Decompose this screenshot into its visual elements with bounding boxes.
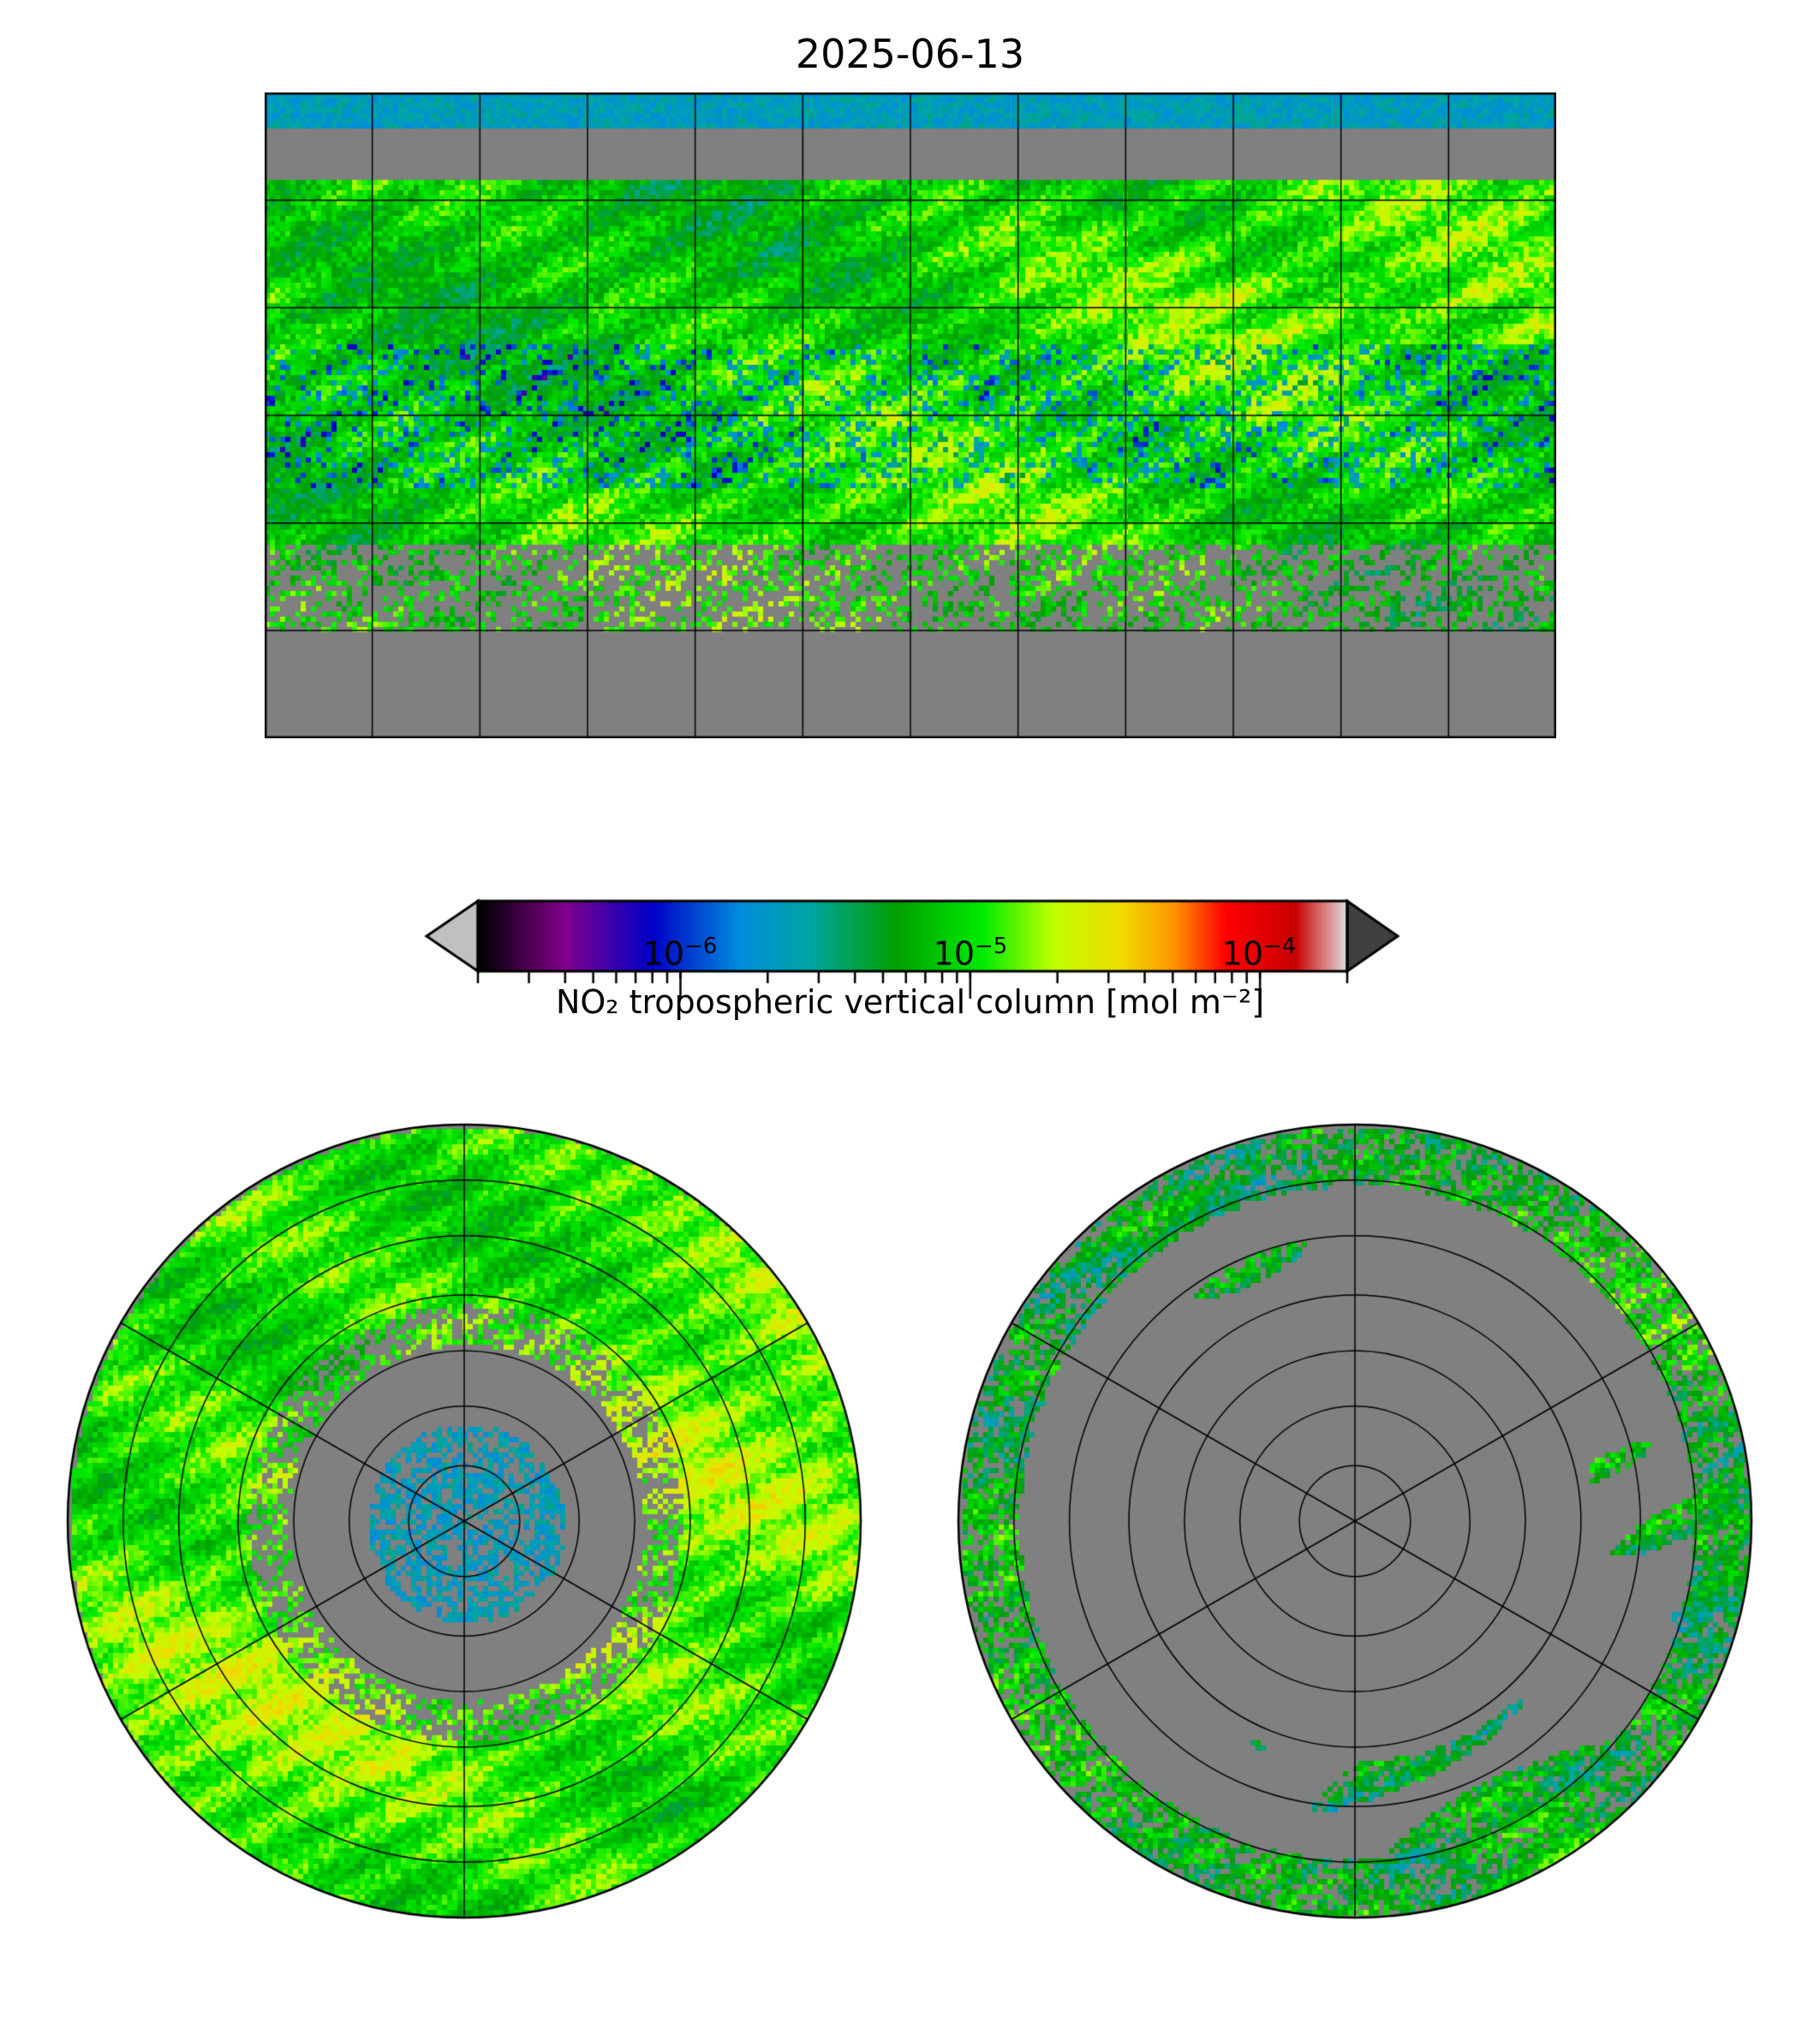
colorbar-tick-label: 10−4 [1221, 934, 1297, 973]
colorbar-ticks [424, 971, 1400, 1006]
figure-title: 2025-06-13 [795, 31, 1025, 77]
colorbar-tick-label: 10−5 [933, 934, 1008, 973]
colorbar [424, 893, 1400, 979]
global-map [265, 92, 1556, 738]
south-polar-map [952, 1119, 1757, 1924]
north-polar-map [62, 1119, 867, 1924]
colorbar-tick-label: 10−6 [642, 934, 718, 973]
